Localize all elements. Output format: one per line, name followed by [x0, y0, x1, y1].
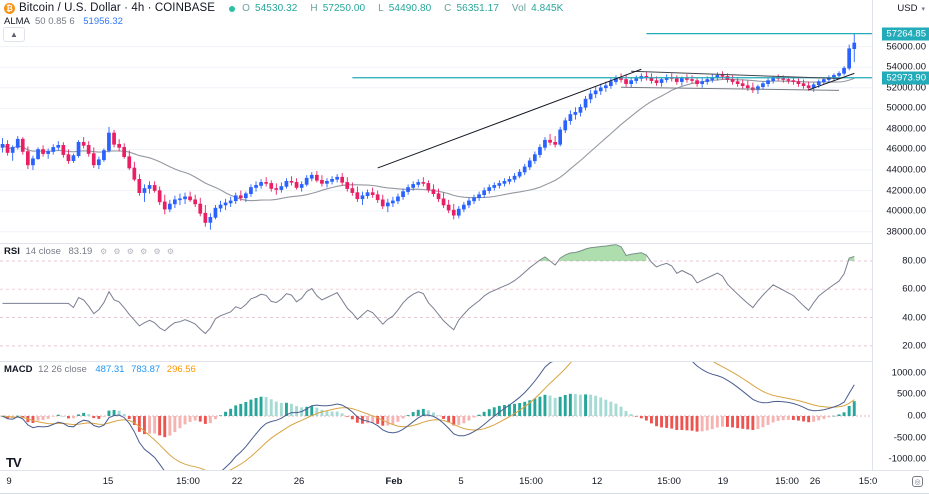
ohlc-close-value: 56351.17 [456, 3, 500, 14]
macd-name: MACD [4, 364, 33, 375]
ohlc-open-value: 54530.32 [254, 3, 298, 14]
ohlc-low-value: 54490.80 [388, 3, 432, 14]
time-tick: 22 [231, 476, 243, 487]
alma-params: 50 0.85 6 [35, 16, 75, 27]
macd-params: 12 26 close [38, 364, 87, 375]
ohlc-volume-key: Vol [511, 3, 527, 14]
price-tick: 42000.00 [886, 185, 926, 197]
rsi-params: 14 close [25, 246, 61, 257]
macd-tick: 500.00 [896, 388, 926, 400]
level-price-badge: 52973.90 [882, 71, 929, 85]
macd-tick: -500.00 [893, 432, 926, 444]
price-tick: 56000.00 [886, 41, 926, 53]
time-tick: 15 [102, 476, 114, 487]
time-tick: 15:0 [858, 476, 878, 487]
price-pane[interactable] [0, 24, 872, 242]
macd-value-signal: 783.87 [131, 364, 161, 375]
time-scale[interactable]: ◎ 9 15 15:00 22 26 Feb 5 15:00 12 15:00 19 15:00 26 1… [0, 471, 929, 494]
rsi-name: RSI [4, 246, 20, 257]
rsi-chart[interactable] [0, 244, 872, 360]
collapse-pane-button[interactable]: ▲ [3, 27, 25, 42]
ohlc-high-value: 57250.00 [322, 3, 366, 14]
macd-value-macd: 487.31 [95, 364, 125, 375]
time-tick: 15:00 [519, 476, 543, 487]
alma-name: ALMA [4, 16, 30, 27]
bitcoin-logo-icon: ₿ [4, 3, 15, 14]
pane-divider-2[interactable] [0, 361, 929, 362]
pane-divider-1[interactable] [0, 243, 929, 244]
time-tick: 26 [809, 476, 821, 487]
time-tick: 12 [591, 476, 603, 487]
rsi-tick: 80.00 [902, 255, 926, 267]
time-tick: 15:00 [657, 476, 681, 487]
macd-tick: 0.00 [907, 410, 927, 422]
price-tick: 44000.00 [886, 164, 926, 176]
chevron-down-icon: ▾ [921, 6, 925, 13]
time-tick: 15:00 [176, 476, 200, 487]
rsi-pane[interactable] [0, 244, 872, 360]
rsi-settings-icons[interactable]: ⚙ ⚙ ⚙ ⚙ ⚙ ⚙ [99, 247, 177, 256]
price-tick: 40000.00 [886, 205, 926, 217]
tradingview-logo: TV [6, 455, 22, 470]
macd-value-histogram: 296.56 [166, 364, 196, 375]
pane-divider-bottom [0, 470, 929, 471]
last-price-badge: 57264.85 [882, 27, 929, 41]
rsi-tick: 60.00 [902, 283, 926, 295]
time-tick: 9 [6, 476, 12, 487]
ohlc-values: O 54530.32 H 57250.00 L 54490.80 C 56351.17 … [242, 2, 573, 15]
symbol-title[interactable]: Bitcoin / U.S. Dollar · 4h · COINBASE [19, 2, 216, 14]
visibility-dot-icon[interactable] [229, 5, 236, 12]
price-tick: 50000.00 [886, 102, 926, 114]
candlestick-chart[interactable] [0, 24, 872, 242]
price-tick: 46000.00 [886, 143, 926, 155]
alma-value: 51956.32 [83, 16, 123, 27]
macd-indicator-legend[interactable]: MACD 12 26 close 487.31 783.87 296.56 [4, 364, 196, 375]
macd-tick: 1000.00 [891, 367, 926, 379]
ohlc-close-key: C [444, 3, 452, 14]
rsi-indicator-legend[interactable]: RSI 14 close 83.19 ⚙ ⚙ ⚙ ⚙ ⚙ ⚙ [4, 246, 176, 257]
price-scale[interactable]: USD ▾ 56000.00 54000.00 52000.00 50000.00 480… [872, 0, 929, 470]
ohlc-low-key: L [378, 3, 384, 14]
ohlc-high-key: H [310, 3, 318, 14]
rsi-tick: 20.00 [902, 340, 926, 352]
ohlc-open-key: O [242, 3, 250, 14]
macd-tick: -1000.00 [888, 453, 926, 465]
rsi-value: 83.19 [68, 246, 93, 257]
time-tick: 15:00 [775, 476, 799, 487]
time-tick: Feb [385, 476, 403, 487]
macd-pane[interactable] [0, 362, 872, 470]
macd-chart[interactable] [0, 362, 872, 470]
rsi-tick: 40.00 [902, 312, 926, 324]
price-tick: 52000.00 [886, 82, 926, 94]
chart-legend-main: ₿ Bitcoin / U.S. Dollar · 4h · COINBASE … [4, 2, 573, 15]
time-tick: 5 [458, 476, 464, 487]
price-tick: 38000.00 [886, 226, 926, 238]
clock-icon[interactable]: ◎ [912, 476, 923, 487]
currency-selector[interactable]: USD ▾ [897, 3, 925, 14]
alma-indicator-legend[interactable]: ALMA 50 0.85 6 51956.32 [4, 16, 123, 27]
price-tick: 54000.00 [886, 61, 926, 73]
time-tick: 26 [293, 476, 305, 487]
currency-label: USD [897, 3, 918, 14]
price-tick: 48000.00 [886, 123, 926, 135]
time-tick: 19 [717, 476, 729, 487]
ohlc-volume-value: 4.845K [531, 3, 564, 14]
